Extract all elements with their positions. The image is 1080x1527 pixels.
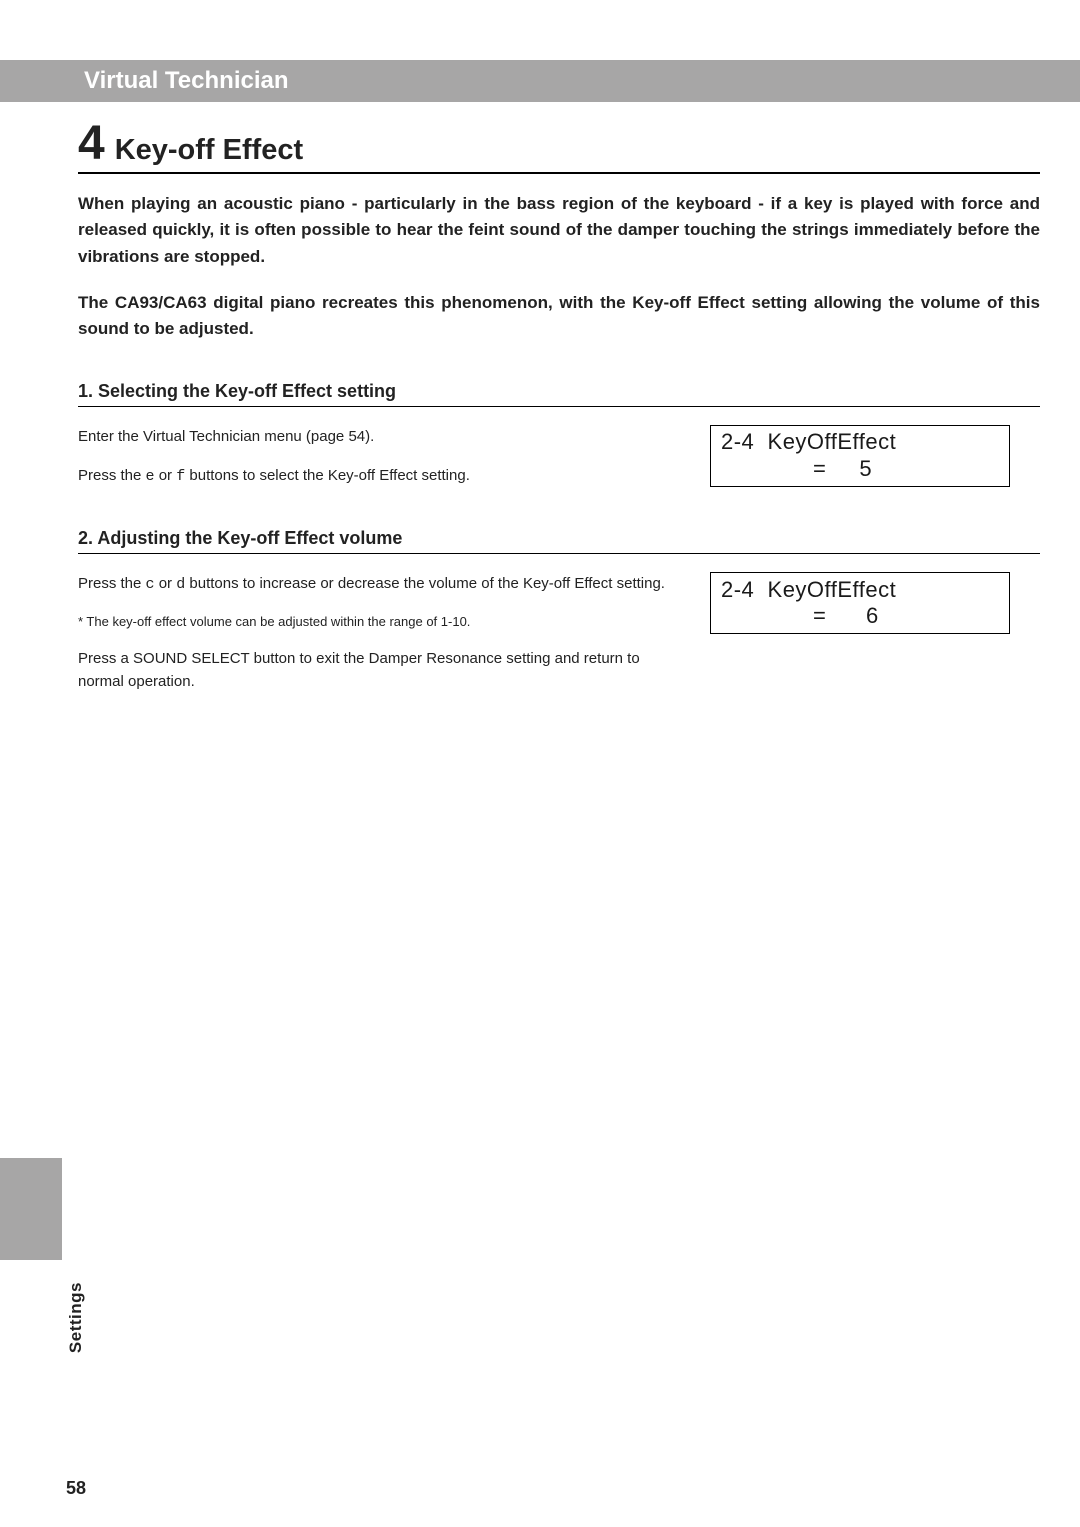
content-area: 4 Key-off Effect When playing an acousti… bbox=[78, 120, 1040, 709]
section2-right: 2-4 KeyOffEffect = 6 bbox=[710, 572, 1040, 709]
s1-b2-mid: or bbox=[155, 467, 177, 484]
section1-body2: Press the e or f buttons to select the K… bbox=[78, 464, 680, 488]
lcd-display-1: 2-4 KeyOffEffect = 5 bbox=[710, 425, 1010, 487]
page-number: 58 bbox=[66, 1478, 86, 1499]
page: Virtual Technician 4 Key-off Effect When… bbox=[0, 0, 1080, 1527]
lcd1-line2: = 5 bbox=[721, 456, 999, 482]
section1-rule bbox=[78, 406, 1040, 407]
title-text: Key-off Effect bbox=[115, 135, 304, 167]
s2-b1-pre: Press the bbox=[78, 575, 146, 592]
s1-key-f: f bbox=[176, 468, 185, 485]
section2-left: Press the c or d buttons to increase or … bbox=[78, 572, 680, 709]
s2-b1-post: buttons to increase or decrease the volu… bbox=[185, 575, 665, 592]
header-bar-label: Virtual Technician bbox=[84, 67, 289, 95]
section1-heading: 1. Selecting the Key-off Effect setting bbox=[78, 381, 1040, 402]
lcd2-line1: 2-4 KeyOffEffect bbox=[721, 577, 999, 603]
section2-note: * The key-off effect volume can be adjus… bbox=[78, 612, 680, 632]
header-bar: Virtual Technician bbox=[0, 60, 1080, 102]
side-tab bbox=[0, 1158, 62, 1260]
section2-heading: 2. Adjusting the Key-off Effect volume bbox=[78, 528, 1040, 549]
s2-key-d: d bbox=[176, 576, 185, 593]
page-title-row: 4 Key-off Effect bbox=[78, 120, 1040, 174]
section1-body1: Enter the Virtual Technician menu (page … bbox=[78, 425, 680, 448]
section1-cols: Enter the Virtual Technician menu (page … bbox=[78, 425, 1040, 505]
intro-paragraph-2: The CA93/CA63 digital piano recreates th… bbox=[78, 290, 1040, 343]
section2-cols: Press the c or d buttons to increase or … bbox=[78, 572, 1040, 709]
lcd-display-2: 2-4 KeyOffEffect = 6 bbox=[710, 572, 1010, 634]
lcd2-value: 6 bbox=[866, 603, 879, 628]
section1-right: 2-4 KeyOffEffect = 5 bbox=[710, 425, 1040, 505]
section2-body2: Press a SOUND SELECT button to exit the … bbox=[78, 647, 680, 694]
lcd2-line2: = 6 bbox=[721, 603, 999, 629]
side-label: Settings bbox=[66, 1282, 86, 1353]
lcd1-line1: 2-4 KeyOffEffect bbox=[721, 429, 999, 455]
s1-b2-pre: Press the bbox=[78, 467, 146, 484]
intro-paragraph-1: When playing an acoustic piano - particu… bbox=[78, 191, 1040, 270]
section2-body1: Press the c or d buttons to increase or … bbox=[78, 572, 680, 596]
section1-left: Enter the Virtual Technician menu (page … bbox=[78, 425, 680, 505]
s2-b1-mid: or bbox=[155, 575, 177, 592]
title-number: 4 bbox=[78, 120, 105, 168]
s2-key-c: c bbox=[146, 576, 155, 593]
lcd1-value: 5 bbox=[859, 456, 872, 481]
s1-b2-post: buttons to select the Key-off Effect set… bbox=[185, 467, 470, 484]
section2-rule bbox=[78, 553, 1040, 554]
s1-key-e: e bbox=[146, 468, 155, 485]
